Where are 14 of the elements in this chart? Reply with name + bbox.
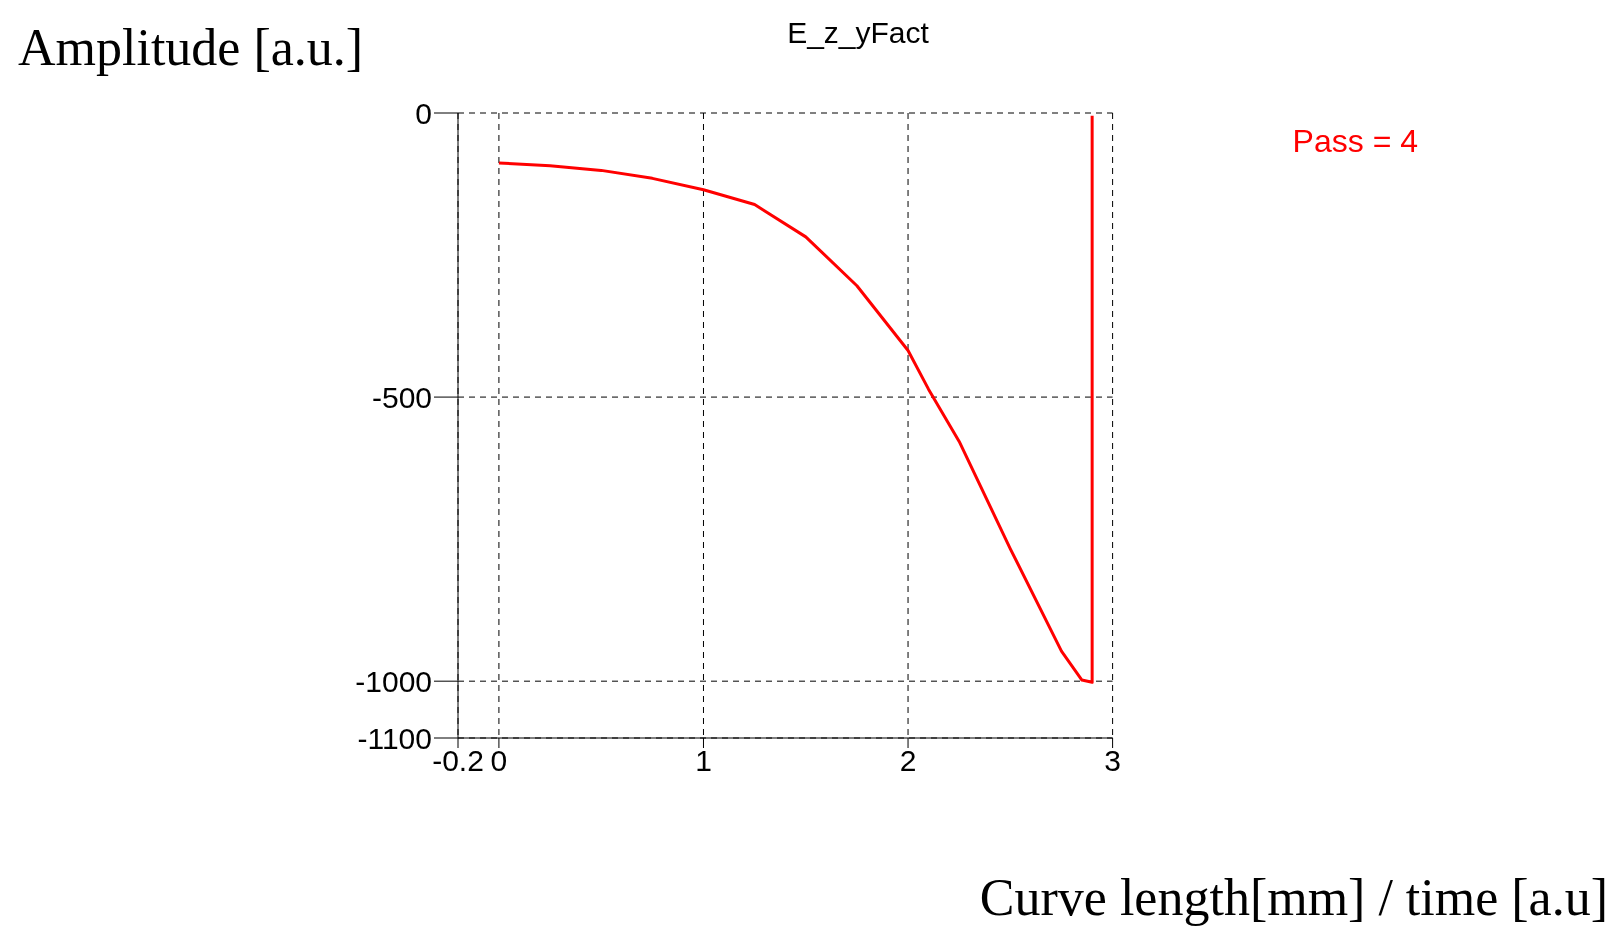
x-tick-label: 1 — [695, 744, 712, 778]
x-axis-title: Curve length[mm] / time [a.u] — [979, 868, 1608, 927]
text: Pass = 4 — [1292, 123, 1418, 160]
line-series — [497, 114, 1094, 684]
y-axis-title: Amplitude [a.u.] — [18, 18, 364, 77]
y-tick-label: -500 — [371, 380, 432, 414]
y-tick-label: 0 — [415, 96, 432, 130]
chart-title: E_z_yFact — [787, 16, 929, 49]
x-tick-label: 3 — [1104, 744, 1121, 778]
x-tick-label: 0 — [490, 744, 508, 778]
x-tick-label: -0.2 — [432, 744, 484, 778]
x-tick-label: 2 — [899, 744, 917, 778]
y-tick-label: -1000 — [355, 664, 432, 698]
y-tick-label: -1100 — [357, 721, 432, 755]
